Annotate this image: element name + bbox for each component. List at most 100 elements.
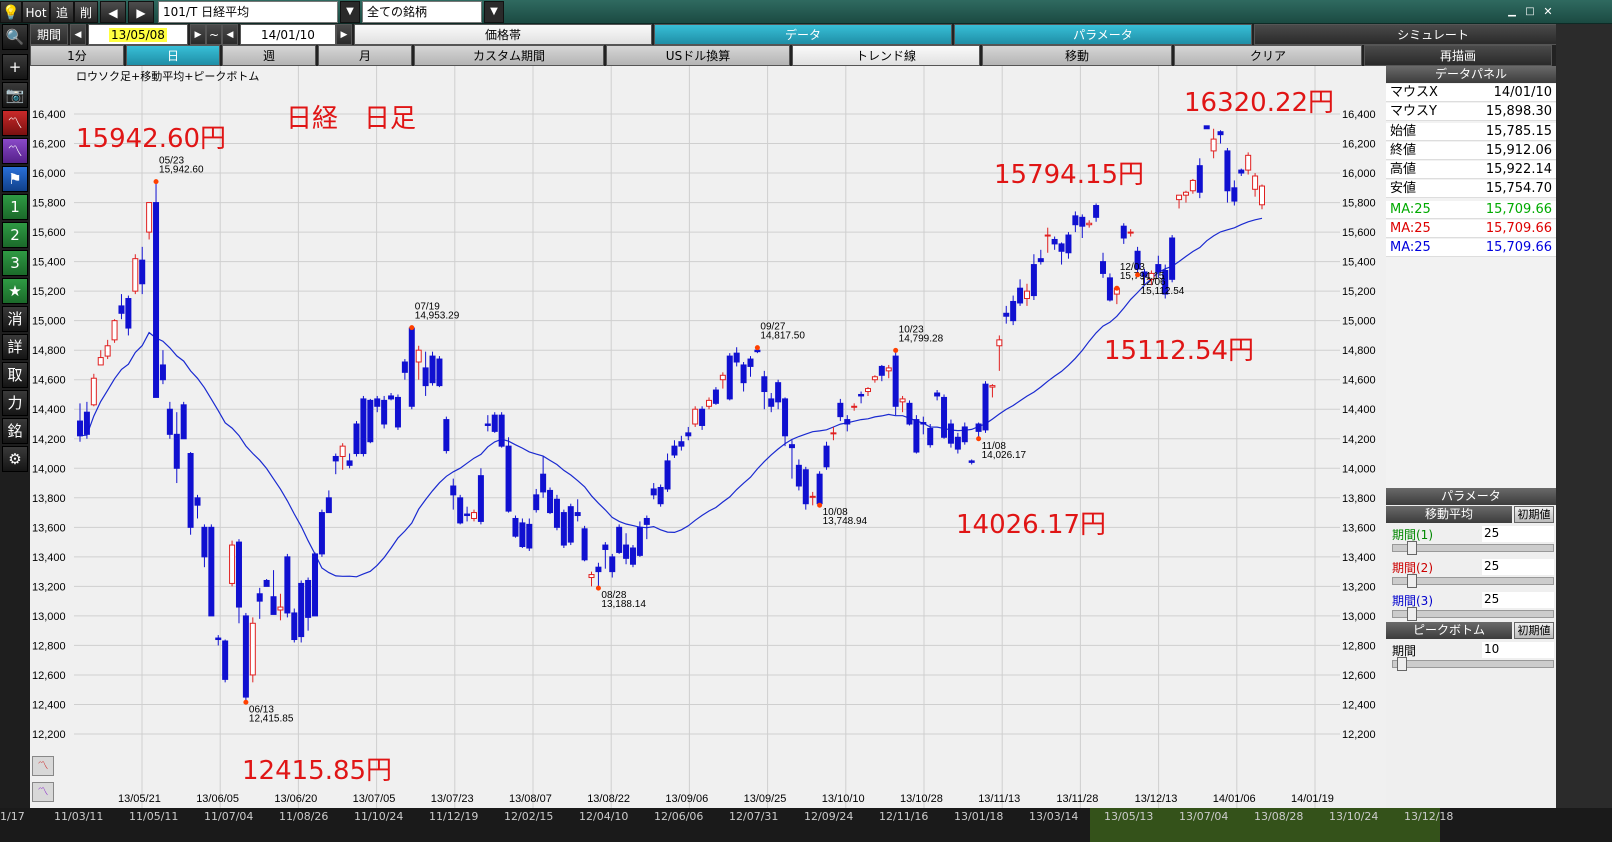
- candle-body: [768, 398, 775, 407]
- tf-day[interactable]: 日: [126, 45, 220, 66]
- candle-body: [553, 498, 560, 528]
- trendline-button[interactable]: トレンド線: [792, 45, 980, 66]
- period-to-prev-icon[interactable]: ◀: [222, 24, 238, 45]
- menu-simulate[interactable]: シミュレート: [1254, 24, 1612, 45]
- flag-icon[interactable]: ⚑: [2, 166, 28, 192]
- candle-body: [498, 414, 505, 447]
- move-button[interactable]: 移動: [982, 45, 1172, 66]
- ma-period-slider[interactable]: [1392, 574, 1554, 588]
- y-tick-label-left: 12,200: [32, 729, 66, 741]
- hot-button[interactable]: Hot: [22, 1, 50, 23]
- mei-icon[interactable]: 銘: [2, 418, 28, 444]
- candle-body: [222, 640, 229, 680]
- pb-reset-button[interactable]: 初期値: [1514, 622, 1554, 639]
- ma-period-slider[interactable]: [1392, 607, 1554, 621]
- menu-kakakutai[interactable]: 価格帯: [354, 24, 652, 45]
- prev-icon[interactable]: ◀: [100, 1, 126, 23]
- candle-body: [851, 405, 858, 408]
- camera-icon[interactable]: 📷: [2, 82, 28, 108]
- ma-period-value[interactable]: 25: [1482, 559, 1554, 575]
- ma-slider-thumb[interactable]: [1407, 607, 1417, 621]
- chart-type-purple-icon[interactable]: 〽: [32, 782, 54, 802]
- candle-body: [505, 445, 512, 512]
- overview-window[interactable]: [1090, 808, 1440, 842]
- candle-body: [547, 489, 554, 514]
- candle-body: [885, 367, 892, 372]
- close-icon[interactable]: ✕: [1543, 5, 1553, 18]
- period-from-prev-icon[interactable]: ◀: [70, 24, 86, 45]
- num3-icon[interactable]: 3: [2, 250, 28, 276]
- minimize-icon[interactable]: ▁: [1508, 6, 1516, 17]
- y-tick-label-right: 14,400: [1342, 404, 1376, 416]
- y-tick-label-left: 12,600: [32, 670, 66, 682]
- next-icon[interactable]: ▶: [128, 1, 154, 23]
- tori-icon[interactable]: 取: [2, 362, 28, 388]
- chart-purple-icon[interactable]: 〽: [2, 138, 28, 164]
- candle-body: [132, 258, 139, 292]
- symbol-field[interactable]: 101/T 日経平均: [158, 1, 338, 23]
- candle-body: [422, 367, 429, 387]
- ma-slider-thumb[interactable]: [1407, 574, 1417, 588]
- search-icon[interactable]: 🔍: [2, 24, 28, 50]
- ma-period-value[interactable]: 25: [1482, 592, 1554, 608]
- candle-body: [629, 547, 636, 565]
- peak-marker: [976, 436, 982, 442]
- tf-1min[interactable]: 1分: [30, 45, 124, 66]
- num1-icon[interactable]: 1: [2, 194, 28, 220]
- candle-body: [692, 408, 699, 425]
- period-from-field[interactable]: 13/05/08: [88, 24, 188, 45]
- period-to-field[interactable]: 14/01/10: [240, 24, 336, 45]
- tf-custom[interactable]: カスタム期間: [414, 45, 604, 66]
- filter-dropdown-icon[interactable]: ▼: [484, 1, 504, 23]
- plus-icon[interactable]: +: [2, 54, 28, 80]
- tsui-button[interactable]: 追: [50, 1, 74, 23]
- redraw-button[interactable]: 再描画: [1364, 45, 1552, 66]
- top-toolbar: 💡 Hot 追 削 ◀ ▶ 101/T 日経平均 ▼ 全ての銘柄 ▼ ▁ □ ✕: [0, 0, 1612, 24]
- usd-convert-button[interactable]: USドル換算: [606, 45, 790, 66]
- y-tick-label-left: 16,400: [32, 109, 66, 121]
- pb-period-value[interactable]: 10: [1482, 642, 1554, 658]
- gear-icon[interactable]: ⚙: [2, 446, 28, 472]
- ma-reset-button[interactable]: 初期値: [1514, 506, 1554, 523]
- period-from-next-icon[interactable]: ▶: [190, 24, 206, 45]
- chikara-icon[interactable]: 力: [2, 390, 28, 416]
- panel-row-value: 15,912.06: [1485, 143, 1552, 158]
- sakujo-button[interactable]: 削: [74, 1, 98, 23]
- candle-body: [802, 469, 809, 505]
- tf-week[interactable]: 週: [222, 45, 316, 66]
- clear-button[interactable]: クリア: [1174, 45, 1362, 66]
- tf-month[interactable]: 月: [318, 45, 412, 66]
- peak-marker: [243, 699, 249, 705]
- ma-period-slider[interactable]: [1392, 541, 1554, 555]
- x-tick-label: 13/07/05: [353, 793, 396, 805]
- chart-area[interactable]: 05/23 15,942.60 06/13 12,415.85 07/19 14,953.…: [30, 66, 1386, 808]
- y-tick-label-right: 16,200: [1342, 139, 1376, 151]
- symbol-dropdown-icon[interactable]: ▼: [340, 1, 360, 23]
- left-toolbar: 🔍 + 📷 〽〽 ⚑ 1 2 3 ★ 消詳取力銘 ⚙: [0, 24, 30, 842]
- maximize-icon[interactable]: □: [1525, 6, 1535, 17]
- chart-red-icon[interactable]: 〽: [2, 110, 28, 136]
- ma-period-value[interactable]: 25: [1482, 526, 1554, 542]
- menu-parameter[interactable]: パラメータ: [954, 24, 1252, 45]
- period-to-next-icon[interactable]: ▶: [336, 24, 352, 45]
- candle-body: [104, 345, 111, 357]
- panel-row: 始値 15,785.15: [1386, 123, 1556, 141]
- pb-slider[interactable]: [1392, 657, 1554, 671]
- shi-icon[interactable]: 詳: [2, 334, 28, 360]
- ma-slider-thumb[interactable]: [1407, 541, 1417, 555]
- y-tick-label-right: 13,800: [1342, 493, 1376, 505]
- panel-ma-row: MA:25 15,709.66: [1386, 220, 1556, 238]
- kesu-icon[interactable]: 消: [2, 306, 28, 332]
- pb-slider-thumb[interactable]: [1397, 657, 1407, 671]
- y-tick-label-left: 13,400: [32, 552, 66, 564]
- menu-data[interactable]: データ: [654, 24, 952, 45]
- chart-type-red-icon[interactable]: 〽: [32, 756, 54, 776]
- star-icon[interactable]: ★: [2, 278, 28, 304]
- filter-field[interactable]: 全ての銘柄: [362, 1, 482, 23]
- side-strip: [1556, 24, 1612, 808]
- bulb-icon[interactable]: 💡: [0, 1, 22, 23]
- overview-axis[interactable]: 1/17 11/03/11 11/05/11 11/07/04 11/08/26 11/1…: [0, 808, 1612, 842]
- num2-icon[interactable]: 2: [2, 222, 28, 248]
- peak-date: 12/03: [1120, 262, 1145, 273]
